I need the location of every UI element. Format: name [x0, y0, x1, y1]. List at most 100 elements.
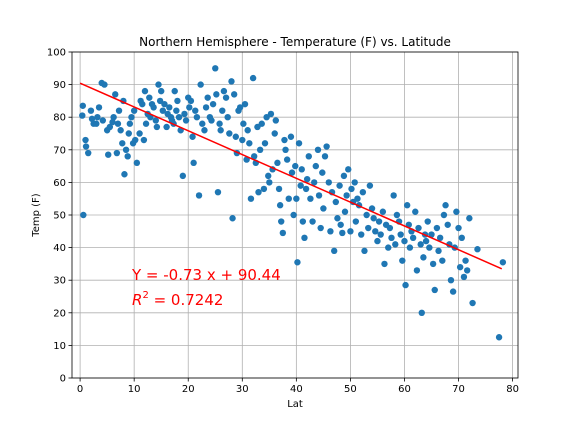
data-point — [249, 74, 257, 82]
data-point — [460, 273, 468, 281]
data-point — [266, 179, 273, 186]
data-point — [351, 179, 358, 186]
data-point — [173, 107, 180, 114]
data-point — [499, 259, 507, 266]
data-point — [495, 334, 503, 341]
data-point — [293, 195, 300, 202]
data-point — [455, 224, 462, 232]
x-tick-label: 70 — [452, 384, 465, 395]
data-point — [299, 218, 307, 225]
data-point — [141, 87, 149, 95]
data-point — [290, 211, 297, 219]
data-point — [187, 97, 195, 105]
data-point — [208, 117, 215, 124]
data-point — [282, 146, 289, 153]
data-point — [336, 182, 343, 189]
data-point — [132, 136, 139, 144]
data-point — [428, 231, 435, 238]
data-point — [152, 117, 159, 124]
x-tick-label: 80 — [506, 384, 519, 395]
x-tick-label: 10 — [128, 384, 141, 395]
data-point — [85, 149, 92, 157]
x-tick-label: 0 — [77, 384, 83, 395]
data-point — [447, 277, 455, 284]
data-point — [363, 211, 370, 219]
data-point — [332, 198, 340, 206]
data-point — [469, 299, 476, 307]
data-point — [305, 153, 312, 160]
data-point — [401, 237, 408, 245]
data-point — [216, 120, 223, 127]
data-point — [113, 149, 121, 157]
data-point — [312, 162, 320, 170]
data-point — [271, 130, 278, 137]
data-point — [261, 140, 269, 147]
data-point — [82, 143, 90, 150]
y-tick-label: 60 — [53, 178, 66, 189]
data-point — [392, 241, 399, 248]
data-point — [204, 94, 211, 101]
x-tick-label: 20 — [182, 384, 195, 395]
data-point — [214, 188, 222, 196]
data-point — [115, 107, 123, 114]
data-point — [213, 91, 220, 98]
data-point — [341, 208, 349, 215]
data-point — [166, 104, 173, 111]
data-point — [453, 208, 460, 215]
data-point — [439, 257, 446, 264]
data-point — [352, 218, 360, 225]
plot-area — [79, 65, 507, 341]
data-point — [381, 260, 388, 268]
data-point — [87, 107, 95, 114]
data-point — [94, 114, 101, 121]
data-point — [436, 234, 444, 242]
data-point — [462, 257, 469, 264]
data-point — [124, 153, 131, 160]
r-symbol: R — [132, 291, 142, 309]
data-point — [265, 172, 272, 180]
data-point — [95, 104, 103, 111]
data-point — [153, 123, 161, 131]
data-point — [420, 254, 427, 261]
data-point — [444, 221, 451, 228]
data-point — [201, 127, 208, 134]
r-squared-value: = 0.7242 — [149, 291, 224, 309]
data-point — [345, 166, 352, 173]
data-point — [279, 229, 287, 237]
data-point — [278, 218, 285, 225]
x-tick-label: 40 — [290, 384, 303, 395]
data-point — [354, 195, 361, 202]
data-point — [199, 120, 206, 127]
y-tick-label: 40 — [53, 243, 66, 254]
data-point — [303, 175, 311, 183]
data-point — [456, 263, 464, 271]
y-tick-label: 0 — [60, 374, 66, 385]
data-point — [310, 179, 318, 186]
data-point — [325, 179, 332, 186]
y-tick-label: 30 — [53, 276, 66, 287]
x-tick-label: 50 — [344, 384, 357, 395]
data-point — [175, 114, 183, 121]
data-point — [402, 281, 409, 289]
data-point — [463, 267, 471, 274]
data-point — [374, 237, 381, 245]
data-point — [281, 136, 288, 144]
y-tick-label: 70 — [53, 145, 66, 156]
data-point — [301, 234, 308, 242]
data-point — [106, 123, 114, 131]
data-point — [267, 110, 275, 118]
data-point — [217, 127, 224, 134]
data-point — [133, 159, 141, 167]
data-point — [426, 244, 433, 251]
grid-lines — [72, 51, 518, 379]
data-point — [93, 120, 100, 127]
data-point — [130, 107, 138, 114]
x-tick-label: 60 — [398, 384, 411, 395]
data-point — [431, 286, 438, 294]
data-point — [146, 94, 153, 101]
regression-equation: Y = -0.73 x + 90.44 — [131, 266, 281, 284]
data-point — [403, 202, 411, 209]
data-point — [212, 65, 219, 72]
data-point — [250, 153, 258, 160]
data-point — [246, 140, 253, 147]
